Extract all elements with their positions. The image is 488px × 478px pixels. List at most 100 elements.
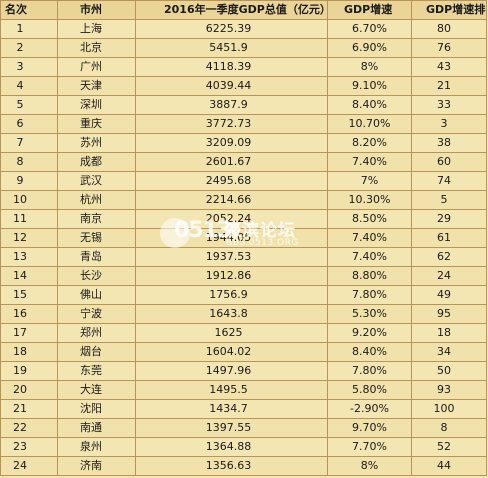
- table-row: 8 成都 2601.67 7.40% 60: [0, 152, 487, 172]
- cell-growth-rank: 52: [411, 437, 487, 457]
- cell-city: 苏州: [57, 133, 136, 153]
- cell-growth: 6.70%: [327, 19, 412, 39]
- cell-growth: 8.20%: [327, 133, 412, 153]
- table-row: 4 天津 4039.44 9.10% 21: [0, 76, 487, 96]
- cell-gdp: 1356.63: [135, 456, 328, 476]
- cell-rank: 11: [0, 209, 58, 229]
- cell-growth-rank: 43: [411, 57, 487, 77]
- cell-growth-rank: 49: [411, 285, 487, 305]
- cell-city: 天津: [57, 76, 136, 96]
- cell-rank: 7: [0, 133, 58, 153]
- cell-growth: 8.50%: [327, 209, 412, 229]
- cell-growth-rank: 38: [411, 133, 487, 153]
- table-row: 20 大连 1495.5 5.80% 93: [0, 380, 487, 400]
- cell-growth-rank: 74: [411, 171, 487, 191]
- cell-rank: 13: [0, 247, 58, 267]
- cell-growth: 7.40%: [327, 247, 412, 267]
- cell-city: 烟台: [57, 342, 136, 362]
- cell-city: 长沙: [57, 266, 136, 286]
- table-row: 10 杭州 2214.66 10.30% 5: [0, 190, 487, 210]
- cell-rank: 14: [0, 266, 58, 286]
- table-row: 11 南京 2052.24 8.50% 29: [0, 209, 487, 229]
- cell-rank: 3: [0, 57, 58, 77]
- table-row: 3 广州 4118.39 8% 43: [0, 57, 487, 77]
- cell-growth: 9.10%: [327, 76, 412, 96]
- cell-gdp: 2052.24: [135, 209, 328, 229]
- cell-growth: 5.80%: [327, 380, 412, 400]
- cell-growth-rank: 8: [411, 418, 487, 438]
- cell-city: 杭州: [57, 190, 136, 210]
- table-row: 17 郑州 1625 9.20% 18: [0, 323, 487, 343]
- cell-growth-rank: 24: [411, 266, 487, 286]
- table-row: 23 泉州 1364.88 7.70% 52: [0, 437, 487, 457]
- cell-city: 东莞: [57, 361, 136, 381]
- cell-city: 北京: [57, 38, 136, 58]
- table-header: 名次 市州 2016年一季度GDP总值（亿元） GDP增速 GDP增速排名: [0, 0, 487, 20]
- header-gdp: 2016年一季度GDP总值（亿元）: [135, 0, 328, 20]
- header-growth: GDP增速: [327, 0, 412, 20]
- cell-growth: 9.70%: [327, 418, 412, 438]
- cell-rank: 18: [0, 342, 58, 362]
- cell-rank: 2: [0, 38, 58, 58]
- cell-growth-rank: 60: [411, 152, 487, 172]
- cell-city: 济南: [57, 456, 136, 476]
- cell-growth: 10.30%: [327, 190, 412, 210]
- cell-growth: -2.90%: [327, 399, 412, 419]
- table-row: 13 青岛 1937.53 7.40% 62: [0, 247, 487, 267]
- cell-growth: 8.80%: [327, 266, 412, 286]
- cell-city: 南京: [57, 209, 136, 229]
- cell-rank: 6: [0, 114, 58, 134]
- cell-growth-rank: 3: [411, 114, 487, 134]
- cell-growth: 8.40%: [327, 95, 412, 115]
- header-growth-rank: GDP增速排名: [411, 0, 487, 20]
- cell-growth: 7.70%: [327, 437, 412, 457]
- cell-rank: 8: [0, 152, 58, 172]
- cell-gdp: 1604.02: [135, 342, 328, 362]
- table-row: 6 重庆 3772.73 10.70% 3: [0, 114, 487, 134]
- cell-gdp: 4118.39: [135, 57, 328, 77]
- cell-growth: 10.70%: [327, 114, 412, 134]
- header-row: 名次 市州 2016年一季度GDP总值（亿元） GDP增速 GDP增速排名: [0, 0, 487, 20]
- cell-city: 上海: [57, 19, 136, 39]
- cell-gdp: 1912.86: [135, 266, 328, 286]
- cell-growth: 6.90%: [327, 38, 412, 58]
- cell-rank: 21: [0, 399, 58, 419]
- cell-rank: 5: [0, 95, 58, 115]
- cell-growth-rank: 100: [411, 399, 487, 419]
- table-row: 5 深圳 3887.9 8.40% 33: [0, 95, 487, 115]
- cell-growth-rank: 93: [411, 380, 487, 400]
- cell-rank: 16: [0, 304, 58, 324]
- cell-growth: 9.20%: [327, 323, 412, 343]
- cell-growth-rank: 50: [411, 361, 487, 381]
- cell-growth-rank: 95: [411, 304, 487, 324]
- cell-rank: 24: [0, 456, 58, 476]
- cell-rank: 20: [0, 380, 58, 400]
- table-row: 1 上海 6225.39 6.70% 80: [0, 19, 487, 39]
- cell-city: 重庆: [57, 114, 136, 134]
- cell-rank: 23: [0, 437, 58, 457]
- cell-growth: 7.80%: [327, 285, 412, 305]
- cell-growth-rank: 76: [411, 38, 487, 58]
- cell-rank: 9: [0, 171, 58, 191]
- cell-rank: 22: [0, 418, 58, 438]
- cell-city: 宁波: [57, 304, 136, 324]
- table-row: 7 苏州 3209.09 8.20% 38: [0, 133, 487, 153]
- cell-rank: 12: [0, 228, 58, 248]
- cell-gdp: 1625: [135, 323, 328, 343]
- cell-city: 成都: [57, 152, 136, 172]
- cell-growth-rank: 18: [411, 323, 487, 343]
- table-row: 9 武汉 2495.68 7% 74: [0, 171, 487, 191]
- cell-rank: 4: [0, 76, 58, 96]
- cell-city: 泉州: [57, 437, 136, 457]
- cell-gdp: 2601.67: [135, 152, 328, 172]
- table-body: 1 上海 6225.39 6.70% 80 2 北京 5451.9 6.90% 76 3 广州 4118…: [0, 19, 487, 476]
- cell-rank: 1: [0, 19, 58, 39]
- cell-growth-rank: 29: [411, 209, 487, 229]
- cell-gdp: 1495.5: [135, 380, 328, 400]
- table-row: 14 长沙 1912.86 8.80% 24: [0, 266, 487, 286]
- cell-growth: 8%: [327, 456, 412, 476]
- cell-growth: 7%: [327, 171, 412, 191]
- table-row: 2 北京 5451.9 6.90% 76: [0, 38, 487, 58]
